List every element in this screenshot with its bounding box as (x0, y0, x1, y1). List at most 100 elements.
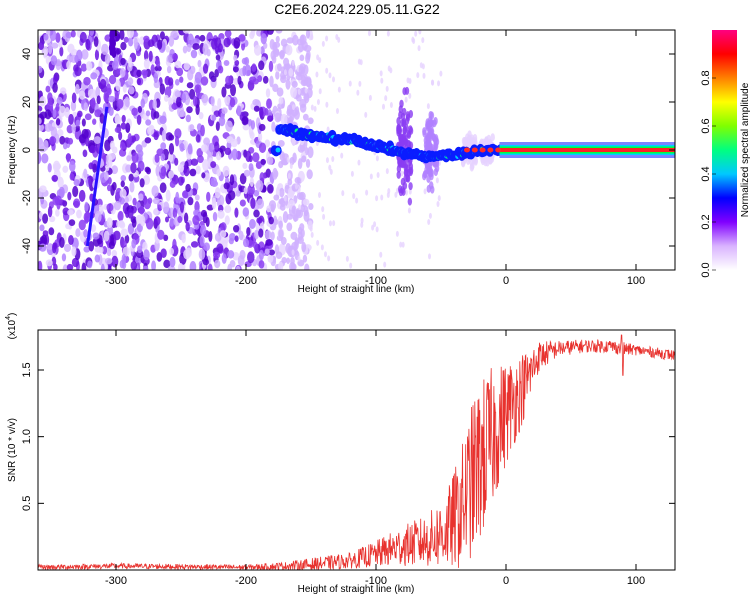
noise-blob (200, 124, 205, 137)
noise-blob (386, 192, 390, 199)
noise-blob (55, 102, 60, 112)
noise-blob (55, 118, 61, 126)
noise-blob (289, 157, 295, 166)
noise-blob (238, 230, 244, 241)
noise-blob (144, 137, 152, 144)
noise-blob (118, 197, 125, 205)
noise-blob (89, 30, 95, 36)
noise-blob (225, 120, 233, 132)
noise-blob (107, 265, 112, 270)
noise-blob (275, 35, 280, 43)
noise-blob (283, 57, 290, 67)
snr-multiplier-close: ) (7, 313, 18, 316)
noise-blob (292, 104, 296, 111)
noise-blob (193, 209, 199, 217)
noise-blob (227, 263, 233, 270)
noise-blob (186, 43, 192, 53)
noise-blob (106, 217, 113, 229)
snr-multiplier-exp: 4 (5, 316, 12, 320)
noise-blob (46, 243, 54, 250)
noise-blob (230, 138, 238, 148)
noise-blob (320, 244, 324, 251)
track-peak (487, 147, 494, 153)
noise-blob (135, 50, 141, 57)
noise-blob (247, 251, 255, 264)
burst-blob (433, 136, 438, 145)
noise-blob (51, 256, 57, 266)
burst-blob (460, 159, 466, 168)
noise-blob (290, 257, 295, 266)
noise-blob (116, 220, 121, 228)
noise-blob (414, 30, 418, 37)
burst-blob (406, 168, 411, 177)
noise-blob (59, 46, 64, 57)
noise-blob (38, 211, 44, 220)
noise-blob (90, 97, 96, 109)
noise-blob (118, 131, 123, 141)
noise-blob (255, 180, 264, 192)
noise-blob (249, 218, 256, 230)
streak-blob (111, 45, 116, 54)
noise-blob (207, 263, 213, 270)
noise-blob (153, 72, 159, 84)
noise-blob (202, 63, 209, 74)
noise-blob (99, 113, 105, 124)
noise-blob (291, 205, 297, 214)
track-peak (495, 147, 502, 153)
noise-blob (275, 71, 280, 80)
noise-blob (43, 33, 49, 41)
noise-blob (165, 45, 170, 53)
noise-blob (266, 30, 274, 35)
noise-blob (125, 164, 132, 173)
noise-blob (200, 76, 209, 86)
noise-blob (268, 216, 274, 225)
burst-blob (399, 134, 405, 143)
noise-blob (187, 196, 194, 206)
noise-blob (128, 56, 133, 68)
burst-blob (396, 128, 401, 137)
snr-y-ticks: 0.5 1.0 1.5 (21, 362, 675, 511)
noise-blob (58, 105, 66, 117)
noise-blob (254, 229, 259, 240)
noise-blob (177, 176, 184, 186)
noise-blob (394, 191, 398, 198)
burst-blob (408, 126, 414, 135)
noise-blob (95, 86, 101, 99)
noise-blob (182, 30, 191, 34)
noise-blob (375, 195, 379, 202)
x-tick-label: 0 (503, 575, 509, 587)
noise-blob (201, 93, 209, 104)
noise-blob (253, 189, 260, 197)
noise-blob (126, 30, 134, 39)
noise-blob (223, 37, 231, 48)
burst-blob (469, 136, 474, 145)
noise-blob (172, 53, 179, 61)
noise-blob (290, 231, 298, 240)
noise-blob (295, 106, 300, 115)
burst-blob (422, 172, 427, 181)
burst-blob (482, 155, 487, 164)
noise-blob (203, 242, 210, 252)
x-tick-label: -300 (105, 575, 127, 587)
noise-blob (259, 106, 264, 118)
noise-blob (234, 59, 240, 67)
noise-blob (148, 50, 153, 62)
noise-blob (160, 166, 167, 177)
noise-blob (52, 242, 57, 254)
noise-blob (88, 175, 93, 188)
noise-blob (81, 262, 87, 270)
x-tick-label: -100 (365, 575, 387, 587)
noise-blob (103, 171, 109, 181)
noise-blob (183, 212, 189, 224)
noise-blob (59, 237, 65, 248)
noise-blob (147, 125, 155, 136)
noise-blob (360, 221, 364, 228)
noise-blob (128, 86, 135, 95)
noise-blob (350, 170, 354, 177)
noise-blob (427, 253, 431, 260)
noise-blob (68, 160, 76, 172)
noise-blob (137, 105, 143, 114)
noise-blob (142, 265, 149, 270)
noise-blob (106, 203, 114, 212)
noise-blob (303, 44, 312, 53)
